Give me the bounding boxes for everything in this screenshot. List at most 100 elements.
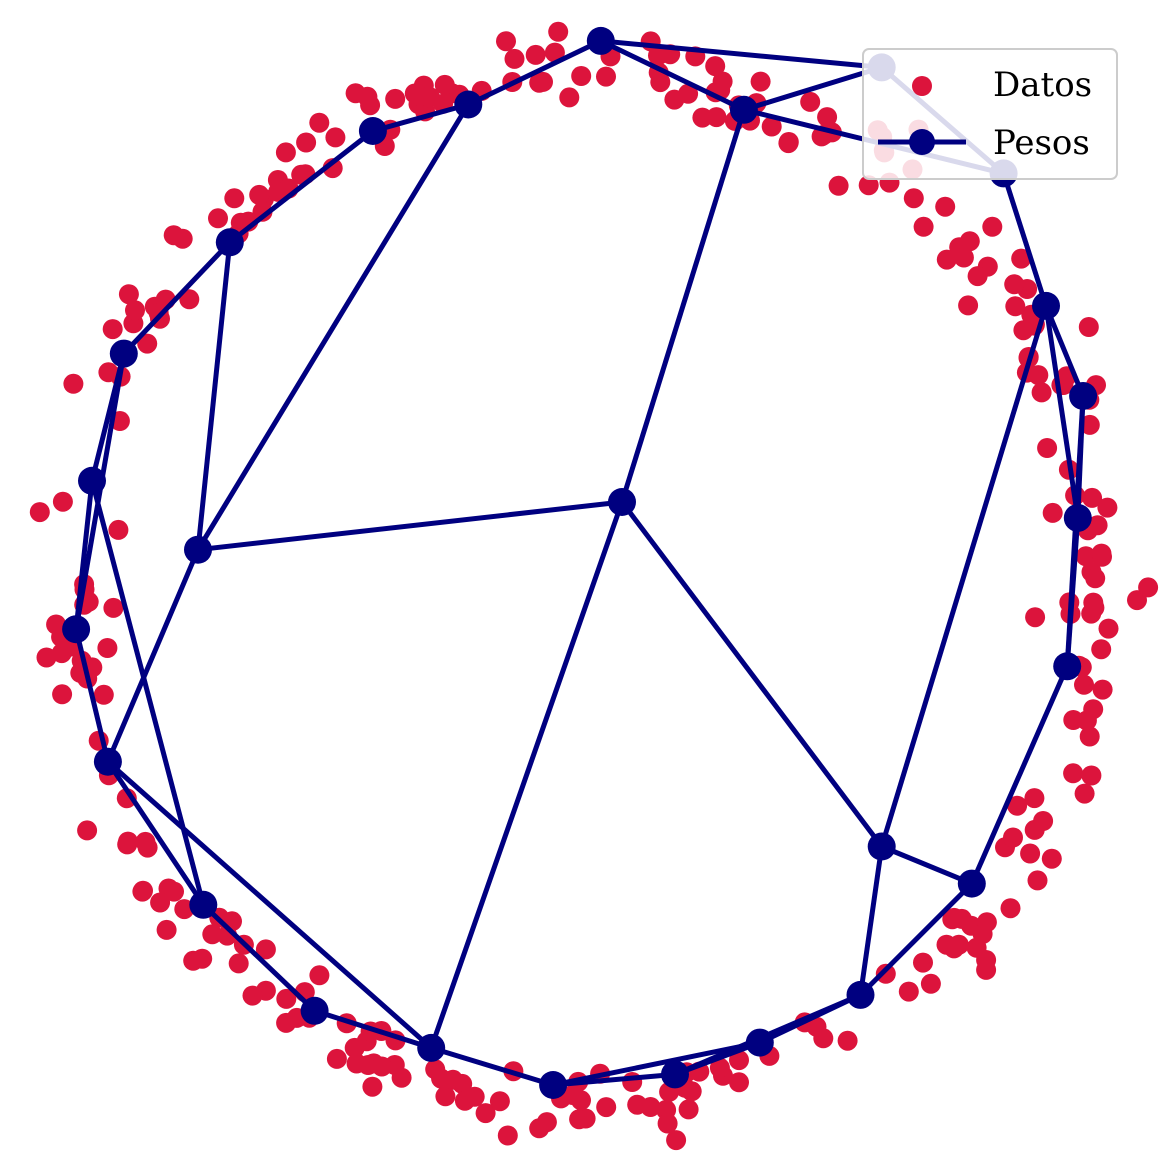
pesos-edge xyxy=(600,38,882,70)
pesos-node xyxy=(215,228,244,257)
datos-point xyxy=(325,127,346,148)
datos-point xyxy=(548,21,569,42)
datos-point xyxy=(778,133,799,154)
datos-point xyxy=(959,231,980,252)
pesos-node xyxy=(846,980,875,1009)
pesos-node xyxy=(93,747,122,776)
datos-point xyxy=(1027,870,1048,891)
datos-point xyxy=(118,284,139,305)
pesos-edge xyxy=(879,305,1049,848)
datos-point xyxy=(360,95,381,116)
datos-point xyxy=(443,1069,463,1090)
datos-point xyxy=(571,1090,591,1111)
datos-point xyxy=(529,1118,550,1139)
datos-point xyxy=(1024,788,1045,809)
datos-point xyxy=(1091,543,1112,564)
datos-point xyxy=(296,132,317,153)
datos-point xyxy=(913,216,934,237)
pesos-node xyxy=(957,869,986,898)
datos-point xyxy=(192,948,213,969)
datos-point xyxy=(346,1053,367,1074)
datos-point xyxy=(208,208,228,229)
datos-point xyxy=(666,1130,687,1151)
pesos-edge xyxy=(313,1008,432,1051)
datos-point xyxy=(133,880,153,901)
datos-point xyxy=(163,225,184,246)
pesos-edge xyxy=(858,881,974,997)
datos-point xyxy=(1031,382,1052,403)
datos-point xyxy=(275,142,296,163)
datos-point xyxy=(1037,438,1058,458)
datos-point xyxy=(77,820,98,841)
pesos-edge xyxy=(195,242,233,550)
datos-point xyxy=(559,87,580,108)
datos-point xyxy=(1087,515,1108,536)
datos-point xyxy=(640,1097,661,1117)
datos-point xyxy=(434,74,455,95)
datos-point xyxy=(52,491,73,512)
datos-point xyxy=(1042,502,1063,523)
pesos-edge xyxy=(880,844,973,886)
pesos-edge xyxy=(105,548,201,763)
pesos-node xyxy=(661,1060,689,1089)
pesos-node xyxy=(586,26,615,55)
datos-point xyxy=(156,919,177,940)
legend: Datos Pesos xyxy=(862,48,1118,180)
pesos-node xyxy=(729,95,758,124)
datos-point xyxy=(967,266,988,287)
datos-point xyxy=(622,1072,643,1092)
datos-point xyxy=(664,89,685,110)
pesos-node xyxy=(109,339,138,368)
datos-points xyxy=(29,21,1159,1151)
datos-point xyxy=(529,72,550,93)
datos-point xyxy=(228,953,249,974)
datos-point xyxy=(435,1086,456,1107)
pesos-edge xyxy=(467,38,602,107)
datos-point xyxy=(875,963,896,984)
datos-point xyxy=(1091,639,1112,660)
datos-point xyxy=(276,988,297,1009)
datos-point xyxy=(525,44,546,65)
datos-point xyxy=(692,107,713,128)
datos-point xyxy=(475,1103,496,1124)
pesos-node xyxy=(454,90,483,119)
pesos-edge xyxy=(105,760,206,907)
datos-point xyxy=(750,71,771,92)
datos-point xyxy=(371,1056,392,1077)
datos-point xyxy=(1097,497,1118,518)
legend-label-pesos: Pesos xyxy=(993,123,1090,163)
datos-point xyxy=(108,519,129,540)
datos-point xyxy=(1075,546,1096,567)
legend-marker-pesos xyxy=(909,129,935,155)
datos-point xyxy=(102,319,123,340)
datos-point xyxy=(309,112,330,133)
datos-point xyxy=(837,1030,858,1051)
pesos-node xyxy=(417,1033,446,1062)
pesos-edge xyxy=(969,665,1070,885)
pesos-edge xyxy=(89,480,206,906)
datos-point xyxy=(344,1037,365,1058)
datos-point xyxy=(1063,763,1084,784)
pesos-edge xyxy=(201,902,317,1013)
datos-point xyxy=(729,1072,749,1093)
pesos-node xyxy=(1063,503,1092,532)
pesos-edge xyxy=(121,240,232,356)
datos-point xyxy=(706,107,727,128)
pesos-edge xyxy=(1001,172,1049,307)
datos-point xyxy=(935,196,956,217)
datos-point xyxy=(569,1109,590,1130)
pesos-edge xyxy=(195,103,471,551)
pesos-node xyxy=(608,488,636,516)
datos-point xyxy=(958,295,979,316)
datos-point xyxy=(249,184,270,205)
datos-point xyxy=(252,201,273,222)
datos-point xyxy=(268,181,289,202)
datos-point xyxy=(1083,699,1104,720)
pesos-node xyxy=(300,996,329,1025)
pesos-edge xyxy=(858,846,885,996)
datos-point xyxy=(150,892,171,913)
datos-point xyxy=(137,333,158,354)
datos-point xyxy=(817,107,838,128)
datos-point xyxy=(898,981,919,1002)
